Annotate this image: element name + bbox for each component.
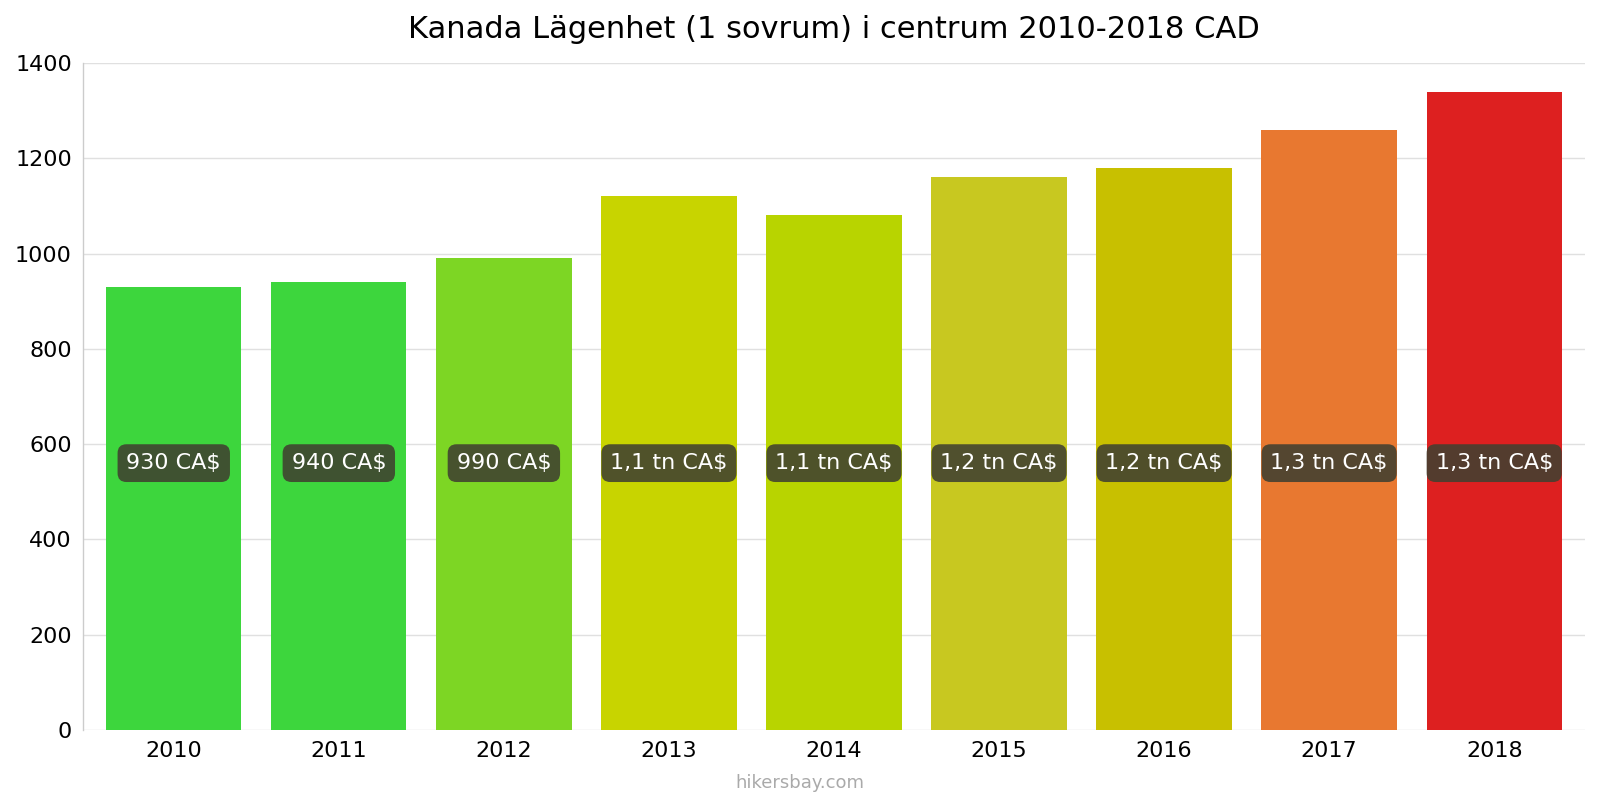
Text: 930 CA$: 930 CA$ [126, 453, 221, 473]
Text: 1,1 tn CA$: 1,1 tn CA$ [610, 453, 728, 473]
Bar [437, 258, 571, 730]
Bar [931, 178, 1067, 730]
Text: 1,2 tn CA$: 1,2 tn CA$ [941, 453, 1058, 473]
Bar [270, 282, 406, 730]
Text: hikersbay.com: hikersbay.com [736, 774, 864, 792]
Text: 1,2 tn CA$: 1,2 tn CA$ [1106, 453, 1222, 473]
Bar [1427, 91, 1562, 730]
Bar [602, 196, 736, 730]
Text: 1,3 tn CA$: 1,3 tn CA$ [1435, 453, 1554, 473]
Bar [106, 287, 242, 730]
Text: 1,1 tn CA$: 1,1 tn CA$ [776, 453, 893, 473]
Text: 1,3 tn CA$: 1,3 tn CA$ [1270, 453, 1387, 473]
Text: 940 CA$: 940 CA$ [291, 453, 386, 473]
Bar [766, 215, 902, 730]
Text: 990 CA$: 990 CA$ [456, 453, 550, 473]
Bar [1096, 168, 1232, 730]
Title: Kanada Lägenhet (1 sovrum) i centrum 2010-2018 CAD: Kanada Lägenhet (1 sovrum) i centrum 201… [408, 15, 1259, 44]
Bar [1261, 130, 1397, 730]
